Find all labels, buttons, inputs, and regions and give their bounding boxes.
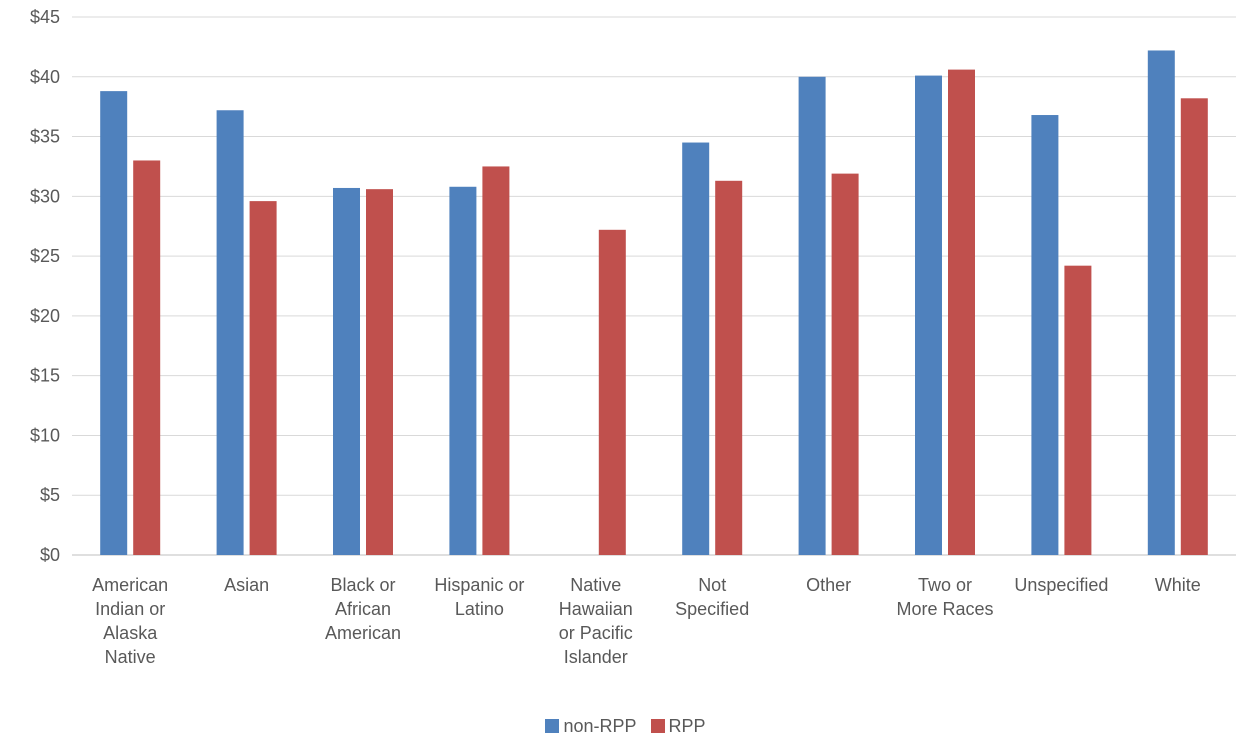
bar-non-rpp xyxy=(449,186,477,555)
bar-rpp xyxy=(366,189,393,555)
bar-non-rpp xyxy=(333,187,360,555)
y-tick-label: $25 xyxy=(30,246,60,266)
x-tick-label: American Indian or Alaska Native xyxy=(92,575,168,667)
legend-swatch-rpp xyxy=(650,719,665,733)
bar-rpp xyxy=(249,201,277,556)
y-tick-label: $35 xyxy=(30,127,60,147)
x-tick-label: Native Hawaiian or Pacific Islander xyxy=(559,575,633,667)
legend-label-rpp: RPP xyxy=(668,715,706,736)
x-tick-label: Hispanic or Latino xyxy=(434,575,524,619)
bars xyxy=(100,50,1208,556)
y-axis: $0 $5 $10 $15 $20 $25 $30 $35 $40 $45 xyxy=(30,7,60,565)
y-tick-label: $20 xyxy=(30,306,60,326)
bar-non-rpp xyxy=(798,76,826,556)
x-tick-label: White xyxy=(1155,575,1201,595)
y-tick-label: $5 xyxy=(40,485,60,505)
legend-item-rpp: RPP xyxy=(650,715,706,737)
bar-rpp xyxy=(1180,98,1208,555)
legend-swatch-non-rpp xyxy=(545,719,560,733)
bar-non-rpp xyxy=(1147,50,1175,555)
x-tick-label: Unspecified xyxy=(1014,575,1108,595)
x-tick-label: Asian xyxy=(224,575,269,595)
y-tick-label: $45 xyxy=(30,7,60,27)
bar-non-rpp xyxy=(1031,115,1059,555)
bar-rpp xyxy=(715,180,743,555)
bar-non-rpp xyxy=(682,142,710,556)
bar-non-rpp xyxy=(100,91,128,555)
x-tick-label: Other xyxy=(806,575,851,595)
bar-rpp xyxy=(133,160,161,555)
bar-rpp xyxy=(831,173,859,555)
bar-rpp xyxy=(948,69,975,556)
y-tick-label: $30 xyxy=(30,186,60,206)
y-tick-label: $0 xyxy=(40,545,60,565)
gridlines xyxy=(72,16,1236,556)
bar-rpp xyxy=(598,229,626,555)
bar-rpp xyxy=(1064,265,1092,555)
legend-label-non-rpp: non-RPP xyxy=(563,715,637,736)
x-axis-labels: American Indian or Alaska Native Asian Black … xyxy=(92,575,1201,667)
legend: non-RPP RPP xyxy=(0,715,1251,737)
bar-rpp xyxy=(482,166,510,555)
bar-non-rpp xyxy=(216,110,244,556)
x-tick-label: Black or African American xyxy=(325,575,401,643)
legend-item-non-rpp: non-RPP xyxy=(545,715,637,737)
y-tick-label: $40 xyxy=(30,67,60,87)
x-tick-label: Two or More Races xyxy=(896,575,993,619)
x-tick-label: Not Specified xyxy=(675,575,749,619)
y-tick-label: $15 xyxy=(30,366,60,386)
bar-non-rpp xyxy=(915,75,942,556)
y-tick-label: $10 xyxy=(30,425,60,445)
